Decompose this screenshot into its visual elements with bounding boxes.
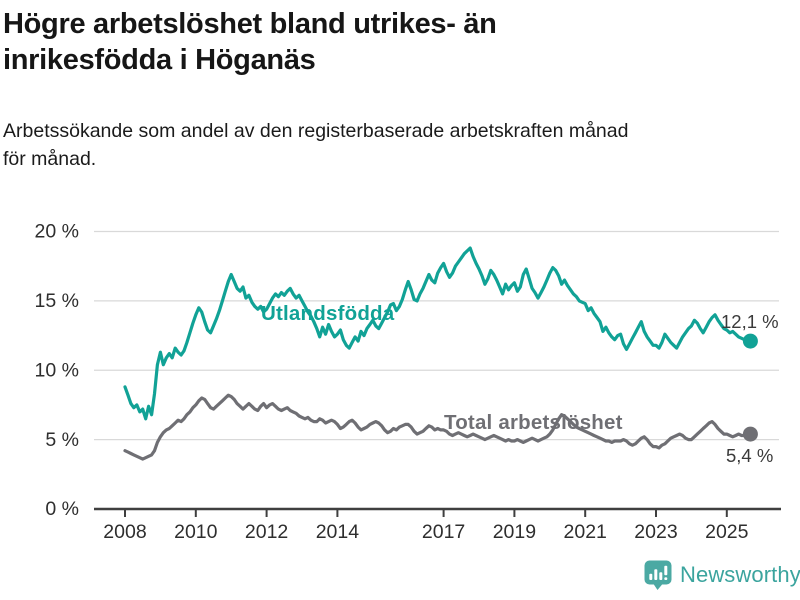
unemployment-line-chart: 0 % 5 % 10 % 15 % 20 % 2008 2010 2012 2014 2017 20… bbox=[0, 200, 800, 555]
y-axis-tick-label: 10 % bbox=[35, 359, 79, 381]
newsworthy-speech-bubble-bar-chart-icon bbox=[644, 560, 672, 590]
x-axis-tick-label: 2025 bbox=[705, 521, 749, 543]
x-axis-tick-label: 2019 bbox=[493, 521, 536, 543]
series-line bbox=[123, 393, 753, 461]
title-line-2: inrikesfödda i Höganäs bbox=[3, 44, 316, 76]
y-axis-tick-label: 20 % bbox=[35, 221, 79, 243]
x-axis-tick-label: 2017 bbox=[422, 521, 465, 543]
x-axis-tick-label: 2012 bbox=[245, 521, 288, 543]
x-axis-tick-label: 2023 bbox=[634, 521, 677, 543]
subtitle-line-1: Arbetssökande som andel av den registerb… bbox=[3, 120, 629, 142]
chart-subtitle: Arbetssökande som andel av den registerb… bbox=[3, 117, 628, 173]
newsworthy-logo: Newsworthy bbox=[644, 558, 800, 592]
brand-name: Newsworthy bbox=[680, 562, 800, 587]
subtitle-line-2: för månad. bbox=[3, 148, 97, 170]
series-label: Utlandsfödda bbox=[261, 302, 395, 325]
y-axis-tick-label: 15 % bbox=[35, 290, 79, 312]
page-title: Högre arbetslöshet bland utrikes- än inr… bbox=[3, 6, 497, 78]
x-axis-tick-label: 2021 bbox=[564, 521, 607, 543]
x-axis-tick-label: 2008 bbox=[103, 521, 146, 543]
series-line bbox=[123, 246, 753, 421]
series-end-dot bbox=[742, 333, 758, 349]
x-axis-tick-label: 2010 bbox=[174, 521, 218, 543]
title-line-1: Högre arbetslöshet bland utrikes- än bbox=[3, 8, 497, 40]
series-end-dot bbox=[742, 426, 758, 442]
series-label: Total arbetslöshet bbox=[444, 411, 623, 434]
series-end-value-label: 5,4 % bbox=[726, 445, 773, 466]
y-axis-tick-label: 0 % bbox=[45, 498, 79, 520]
y-axis-tick-label: 5 % bbox=[45, 429, 79, 451]
x-axis-tick-label: 2014 bbox=[316, 521, 360, 543]
series-end-value-label: 12,1 % bbox=[721, 311, 779, 332]
chart-canvas: 0 % 5 % 10 % 15 % 20 % 2008 2010 2012 2014 2017 20… bbox=[35, 221, 781, 543]
